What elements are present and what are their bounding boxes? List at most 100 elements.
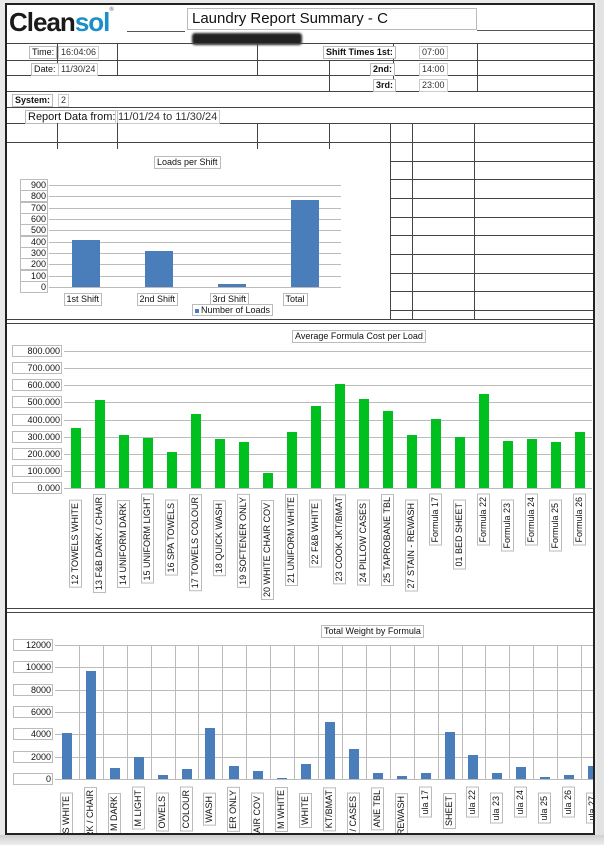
bar [181,768,192,779]
x-axis-label: Formula 23 [501,500,514,552]
grid-line [477,43,478,91]
y-tick-label: 300 [20,247,48,259]
report-data-label: Report Data from: [25,110,119,124]
y-tick-label: 500.000 [12,396,62,409]
y-tick-label: 100.000 [12,464,62,477]
x-axis-label: 21 UNIFORM WHITE [285,494,298,587]
bar [263,473,273,488]
bar [119,434,129,488]
y-tick-label: 700.000 [12,362,62,375]
gridline [174,645,176,779]
x-axis-label: WASH [203,793,217,826]
gridline [64,453,592,455]
gridline [126,645,128,779]
bar [335,383,345,488]
gridline [49,219,341,220]
page-bottom-shadow [0,835,604,845]
gridline [49,230,341,232]
bar [575,432,585,488]
grid-line [7,612,593,613]
cleansol-logo: Cleansol® [9,7,114,37]
grid-line [7,608,593,609]
y-tick-label: 900 [20,179,48,191]
shift3-label: 3rd: [373,79,397,92]
grid-line [390,217,593,218]
gridline [413,645,415,779]
system-label: System: [12,94,54,107]
gridline [49,185,341,186]
y-tick-label: 0 [13,773,53,785]
bar [551,441,561,488]
grid-line [57,123,58,149]
bar [217,284,246,287]
bar [253,770,264,779]
x-axis-label: HAIR COV [251,793,265,833]
total-weight-chart: Total Weight by Formula 12000 10000 8000 60… [9,615,593,833]
bar [420,773,431,779]
bar [95,399,105,488]
gridline [49,275,341,277]
bar [516,766,527,779]
y-tick-label: 400 [20,235,48,248]
bar [311,405,321,488]
gridline [64,368,592,370]
bar [157,775,168,779]
gridline [485,645,487,779]
bar [109,768,120,779]
report-title: Laundry Report Summary - C [187,8,477,46]
x-axis-label: ula 22 [466,787,480,818]
bar [144,250,173,287]
gridline [64,470,592,472]
gridline [389,645,391,779]
bar [205,727,216,779]
y-tick-label: 2000 [13,750,53,763]
x-axis-label: ER ONLY [227,787,241,832]
x-axis-label: 24 PILLOW CASES [357,500,370,586]
header-blank-field [127,13,185,32]
x-axis-label: Formula 25 [549,500,562,552]
y-tick-label: 800 [20,190,48,203]
gridline [49,264,341,266]
gridline [198,645,200,779]
gridline [49,287,341,288]
x-axis-label: Formula 24 [525,494,538,546]
x-axis-label: 20 WHITE CHAIR COV [261,500,274,601]
x-axis-label: SHEET [442,793,456,830]
grid-line [7,60,593,61]
bar [372,772,383,779]
gridline [55,712,593,713]
gridline [55,667,593,669]
grid-line [390,254,593,255]
gridline [64,419,592,421]
y-tick-label: 4000 [13,728,53,741]
x-axis-label: 14 UNIFORM DARK [117,500,130,589]
redacted-name [192,33,302,46]
gridline [55,645,593,646]
x-axis-label: ula 27 [586,793,593,824]
grid-line [390,291,593,292]
x-axis-label: 1st Shift [63,293,103,306]
gridline [461,645,463,779]
x-axis-label: WHITE [299,793,313,828]
bar [71,428,81,488]
grid-line [390,198,593,199]
bar [455,436,465,488]
gridline [49,196,341,198]
y-tick-label: 800.000 [12,345,62,357]
bar [444,731,455,779]
grid-line [390,123,391,319]
grid-line [117,123,118,149]
grid-line [390,310,593,311]
y-tick-label: 200 [20,258,48,271]
bar [71,239,100,287]
gridline [64,385,592,387]
y-tick-label: 400.000 [12,413,62,426]
gridline [55,734,593,736]
bar [287,432,297,488]
x-axis-label: KT/BMAT [323,787,336,832]
bar [431,418,441,488]
grid-line [412,123,413,319]
bar [85,670,96,779]
gridline [55,779,593,780]
y-tick-label: 500 [20,224,48,237]
